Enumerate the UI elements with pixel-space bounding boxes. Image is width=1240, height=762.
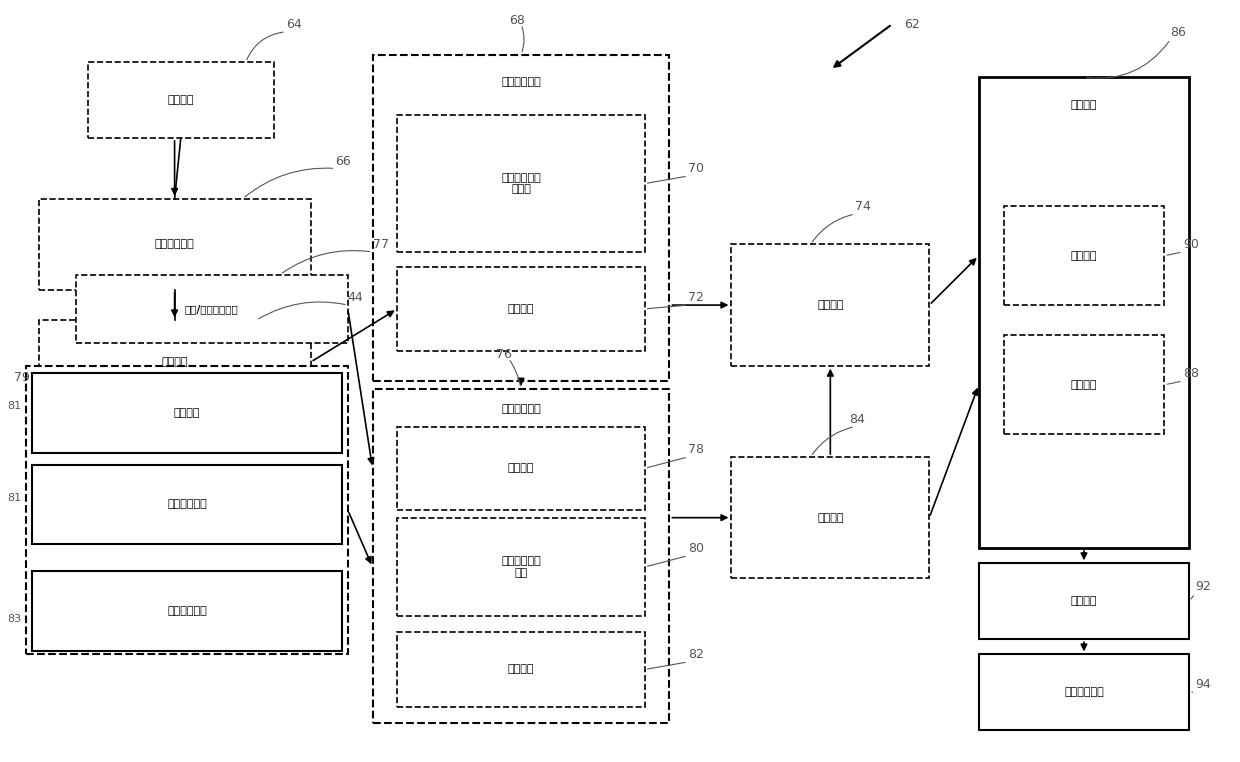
Text: 商业筛选系统: 商业筛选系统 <box>501 77 541 88</box>
Text: 维护动作: 维护动作 <box>1070 596 1097 607</box>
Text: 同行评估: 同行评估 <box>174 408 200 418</box>
Bar <box>32 571 342 651</box>
Bar <box>397 632 645 707</box>
Text: 调节模型: 调节模型 <box>1070 251 1097 261</box>
Bar <box>732 245 929 366</box>
Text: 64: 64 <box>286 18 301 31</box>
Text: 86: 86 <box>1171 26 1187 39</box>
Bar <box>76 275 347 343</box>
Text: 68: 68 <box>508 14 525 27</box>
Text: 94: 94 <box>1195 678 1211 691</box>
Text: 商业评价: 商业评价 <box>817 300 843 310</box>
Text: 70: 70 <box>688 162 704 175</box>
Text: 82: 82 <box>688 648 704 661</box>
Text: 78: 78 <box>688 443 704 456</box>
Text: 单元/批列元件历史: 单元/批列元件历史 <box>185 304 238 314</box>
Text: 84: 84 <box>849 413 864 426</box>
Text: 92: 92 <box>1195 580 1211 593</box>
Bar <box>397 267 645 351</box>
Bar <box>978 77 1189 548</box>
Text: 81: 81 <box>7 492 22 503</box>
Bar <box>1003 207 1164 305</box>
Text: 66: 66 <box>336 155 351 168</box>
Text: 81: 81 <box>7 402 22 411</box>
Text: 过去操作模式: 过去操作模式 <box>167 499 207 509</box>
Text: 离开需求: 离开需求 <box>161 357 187 367</box>
Text: 76: 76 <box>496 348 512 361</box>
Bar <box>372 55 670 381</box>
Bar <box>88 62 274 138</box>
Text: 经济模型: 经济模型 <box>1070 379 1097 390</box>
Bar <box>38 199 311 290</box>
Text: 统计模型: 统计模型 <box>507 463 534 473</box>
Bar <box>397 517 645 616</box>
Bar <box>372 389 670 722</box>
Bar <box>32 373 342 453</box>
Text: 模型系统: 模型系统 <box>1070 100 1097 110</box>
Text: 90: 90 <box>1183 239 1199 251</box>
Text: 基于成本的分
析模型: 基于成本的分 析模型 <box>501 173 541 194</box>
Text: 62: 62 <box>904 18 920 30</box>
Text: 现场执行系统: 现场执行系统 <box>1064 687 1104 697</box>
Bar <box>397 115 645 252</box>
Text: 技术评价系统: 技术评价系统 <box>501 404 541 414</box>
Text: 74: 74 <box>856 200 870 213</box>
Text: 80: 80 <box>688 542 704 555</box>
Text: 当前进度: 当前进度 <box>167 95 193 105</box>
Text: 88: 88 <box>1183 367 1199 380</box>
Text: 44: 44 <box>347 291 363 304</box>
Bar <box>26 366 347 655</box>
Bar <box>397 427 645 510</box>
Bar <box>732 457 929 578</box>
Bar <box>32 465 342 544</box>
Text: 基于物理等的
模型: 基于物理等的 模型 <box>501 556 541 578</box>
Bar <box>978 563 1189 639</box>
Text: 77: 77 <box>372 239 388 251</box>
Bar <box>1003 335 1164 434</box>
Bar <box>978 655 1189 730</box>
Text: 未来预测模式: 未来预测模式 <box>167 606 207 616</box>
Text: 83: 83 <box>7 614 22 624</box>
Text: 假说检查: 假说检查 <box>507 664 534 674</box>
Text: 经济模型: 经济模型 <box>507 304 534 314</box>
Text: 技术评估: 技术评估 <box>817 513 843 523</box>
Bar <box>38 320 311 404</box>
Text: 需求启动系统: 需求启动系统 <box>155 239 195 249</box>
Text: 72: 72 <box>688 291 704 304</box>
Text: 79: 79 <box>14 371 30 384</box>
